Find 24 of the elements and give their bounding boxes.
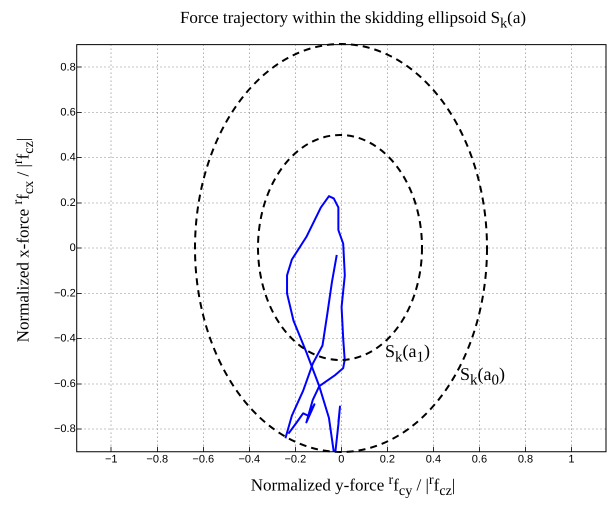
x-tick-label: −0.8 — [146, 453, 168, 466]
y-tick-label: 0.4 — [60, 152, 76, 164]
y-tick-label: 0.8 — [60, 61, 76, 74]
chart-title: Force trajectory within the skidding ellipsoid S$_{k}$(a) — [178, 8, 528, 32]
x-tick-label: 0 — [338, 453, 344, 466]
y-tick-label: 0 — [70, 242, 76, 254]
y-tick-label: −0.6 — [54, 378, 76, 390]
y-tick-label: −0.2 — [54, 287, 76, 300]
x-tick-label: −0.4 — [238, 453, 260, 466]
x-tick-label: −0.6 — [192, 453, 214, 466]
x-tick-label: −1 — [104, 453, 118, 466]
y-tick-label: 0.6 — [60, 106, 76, 118]
text: Normalized y-force $^{r}$f$_{cy}$ / |$^{r}$f$_{cz}$| — [250, 472, 456, 500]
x-tick-label: 0.2 — [380, 453, 396, 466]
x-tick-label: −0.2 — [284, 453, 306, 466]
annotation: S$_{k}$(a$_{0}$) — [460, 364, 505, 390]
x-tick-label: 0.4 — [426, 453, 442, 466]
y-tick-label: −0.8 — [54, 423, 76, 436]
x-tick-label: 1 — [568, 453, 575, 466]
x-tick-label: 0.8 — [518, 453, 534, 466]
y-tick-label: −0.4 — [54, 332, 76, 345]
y-tick-label: 0.2 — [60, 196, 76, 209]
annotation: S$_{k}$(a$_{1}$) — [385, 341, 430, 367]
x-tick-label: 0.6 — [472, 453, 488, 466]
